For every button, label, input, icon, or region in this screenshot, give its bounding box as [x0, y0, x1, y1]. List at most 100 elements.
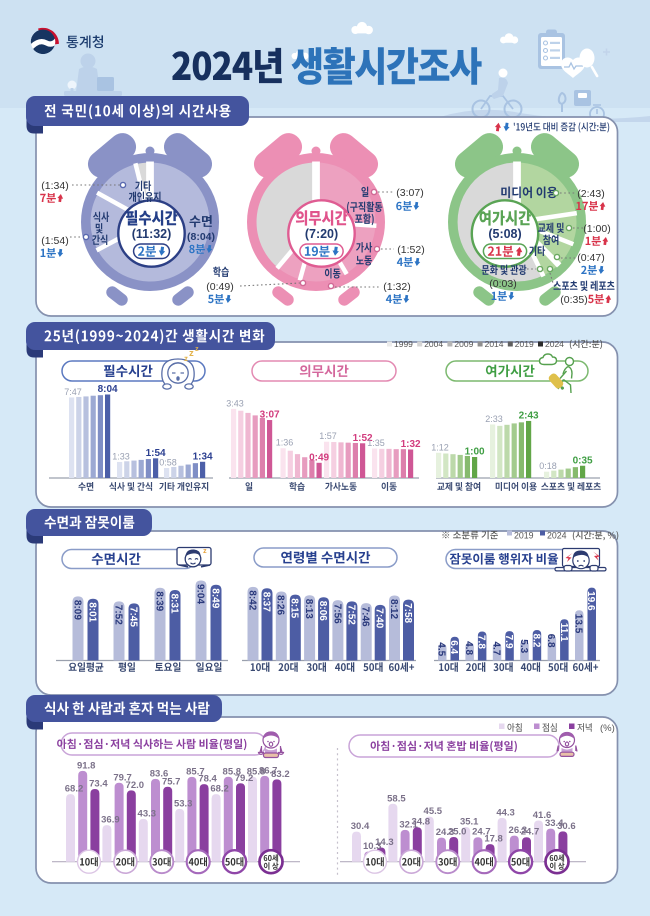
svg-text:8:12: 8:12 [388, 599, 399, 619]
svg-text:8:04: 8:04 [98, 384, 118, 395]
svg-text:7.8: 7.8 [476, 635, 487, 649]
svg-text:(8:04): (8:04) [187, 231, 215, 243]
svg-text:8:15: 8:15 [289, 598, 300, 618]
svg-text:8:26: 8:26 [275, 595, 286, 615]
svg-text:2:33: 2:33 [485, 414, 503, 424]
svg-text:44.3: 44.3 [496, 807, 515, 818]
svg-text:7:46: 7:46 [360, 607, 371, 627]
svg-text:68.2: 68.2 [65, 784, 84, 795]
svg-text:(7:20): (7:20) [305, 227, 338, 241]
svg-text:85.7: 85.7 [186, 766, 205, 777]
svg-text:(5:08): (5:08) [488, 227, 521, 241]
svg-text:86.7: 86.7 [259, 765, 278, 776]
svg-text:9:04: 9:04 [194, 584, 205, 604]
svg-text:1:12: 1:12 [431, 442, 449, 452]
svg-text:1:54: 1:54 [146, 448, 166, 459]
svg-text:68.2: 68.2 [210, 784, 229, 795]
svg-text:(1:54): (1:54) [41, 235, 68, 247]
svg-text:83.2: 83.2 [271, 769, 290, 780]
svg-text:14.3: 14.3 [375, 837, 394, 848]
svg-text:1:35: 1:35 [367, 438, 385, 448]
svg-text:7:40: 7:40 [374, 608, 385, 628]
svg-text:6.4: 6.4 [448, 640, 459, 654]
svg-text:2004: 2004 [424, 339, 443, 349]
svg-text:1:34: 1:34 [193, 451, 213, 462]
svg-text:13.5: 13.5 [573, 614, 584, 634]
svg-text:2019: 2019 [514, 531, 534, 541]
svg-text:25.0: 25.0 [448, 826, 467, 837]
svg-text:85.8: 85.8 [247, 766, 266, 777]
svg-text:1:52: 1:52 [353, 433, 373, 444]
svg-text:8:01: 8:01 [86, 602, 97, 622]
svg-text:2024: 2024 [547, 531, 567, 541]
svg-text:3:07: 3:07 [260, 410, 280, 421]
svg-text:4.8: 4.8 [463, 641, 474, 655]
svg-text:53.3: 53.3 [174, 798, 193, 809]
svg-text:7:45: 7:45 [127, 607, 138, 627]
svg-text:0:18: 0:18 [539, 461, 557, 471]
svg-text:79.2: 79.2 [235, 773, 254, 784]
svg-text:24.7: 24.7 [472, 827, 491, 838]
svg-text:3:43: 3:43 [226, 398, 244, 408]
svg-text:(1:52): (1:52) [397, 244, 424, 256]
svg-text:7.9: 7.9 [503, 635, 514, 649]
svg-text:2024: 2024 [545, 339, 564, 349]
svg-text:(3:07): (3:07) [396, 187, 423, 199]
svg-text:(11:32): (11:32) [132, 227, 172, 241]
svg-text:72.0: 72.0 [126, 780, 145, 791]
svg-text:(1:32): (1:32) [383, 281, 410, 293]
svg-text:6.8: 6.8 [545, 634, 556, 648]
svg-text:(2:43): (2:43) [577, 188, 604, 200]
svg-text:(1:00): (1:00) [583, 223, 610, 235]
svg-text:79.7: 79.7 [113, 772, 132, 783]
svg-text:7:58: 7:58 [402, 603, 413, 623]
svg-text:0:35: 0:35 [573, 455, 593, 466]
svg-text:8:09: 8:09 [71, 600, 82, 620]
svg-text:43.3: 43.3 [138, 808, 157, 819]
svg-text:4.5: 4.5 [436, 642, 447, 656]
svg-text:(0:49): (0:49) [206, 281, 233, 293]
svg-text:1:57: 1:57 [319, 431, 337, 441]
svg-text:41.6: 41.6 [533, 810, 552, 821]
svg-text:(0:47): (0:47) [577, 252, 604, 264]
svg-text:1999: 1999 [394, 339, 413, 349]
svg-text:19.6: 19.6 [585, 591, 596, 611]
svg-text:0:58: 0:58 [159, 457, 177, 467]
svg-text:(0:35): (0:35) [560, 294, 587, 306]
svg-text:10.3: 10.3 [363, 841, 382, 852]
svg-text:7:47: 7:47 [64, 387, 82, 397]
svg-text:1:36: 1:36 [276, 438, 294, 448]
svg-text:1:00: 1:00 [465, 447, 485, 458]
svg-text:30.6: 30.6 [557, 821, 576, 832]
svg-text:2014: 2014 [485, 339, 504, 349]
svg-text:85.8: 85.8 [223, 766, 242, 777]
svg-text:7:56: 7:56 [331, 604, 342, 624]
svg-text:0:49: 0:49 [309, 452, 329, 463]
svg-text:2019: 2019 [515, 339, 534, 349]
svg-text:1:32: 1:32 [401, 439, 421, 450]
svg-text:8.2: 8.2 [530, 634, 541, 648]
svg-text:24.3: 24.3 [436, 827, 455, 838]
svg-text:1:33: 1:33 [112, 451, 130, 461]
svg-text:75.7: 75.7 [162, 776, 181, 787]
svg-text:8:37: 8:37 [260, 592, 271, 612]
svg-text:35.1: 35.1 [460, 816, 479, 827]
svg-text:83.6: 83.6 [150, 768, 169, 779]
svg-text:8:13: 8:13 [303, 599, 314, 619]
svg-text:5.3: 5.3 [518, 639, 529, 653]
svg-text:36.9: 36.9 [101, 815, 120, 826]
svg-text:17.8: 17.8 [484, 834, 503, 845]
svg-text:24.7: 24.7 [521, 827, 540, 838]
svg-text:34.8: 34.8 [412, 817, 431, 828]
svg-text:7:52: 7:52 [112, 605, 123, 625]
svg-text:73.4: 73.4 [89, 779, 108, 790]
svg-text:32.1: 32.1 [399, 819, 418, 830]
svg-text:91.8: 91.8 [77, 760, 96, 771]
svg-text:8:31: 8:31 [168, 594, 179, 614]
svg-text:(%): (%) [600, 723, 615, 734]
svg-text:78.4: 78.4 [198, 774, 217, 785]
svg-text:58.5: 58.5 [387, 793, 406, 804]
svg-text:33.4: 33.4 [545, 818, 564, 829]
svg-text:8:06: 8:06 [317, 601, 328, 621]
svg-text:7:52: 7:52 [345, 605, 356, 625]
